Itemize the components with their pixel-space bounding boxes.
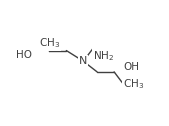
Text: OH: OH — [123, 62, 139, 72]
Text: HO: HO — [16, 50, 32, 60]
Text: NH$_2$: NH$_2$ — [92, 49, 114, 63]
Text: CH$_3$: CH$_3$ — [39, 36, 60, 50]
Text: N: N — [79, 56, 88, 66]
Text: CH$_3$: CH$_3$ — [123, 77, 144, 91]
